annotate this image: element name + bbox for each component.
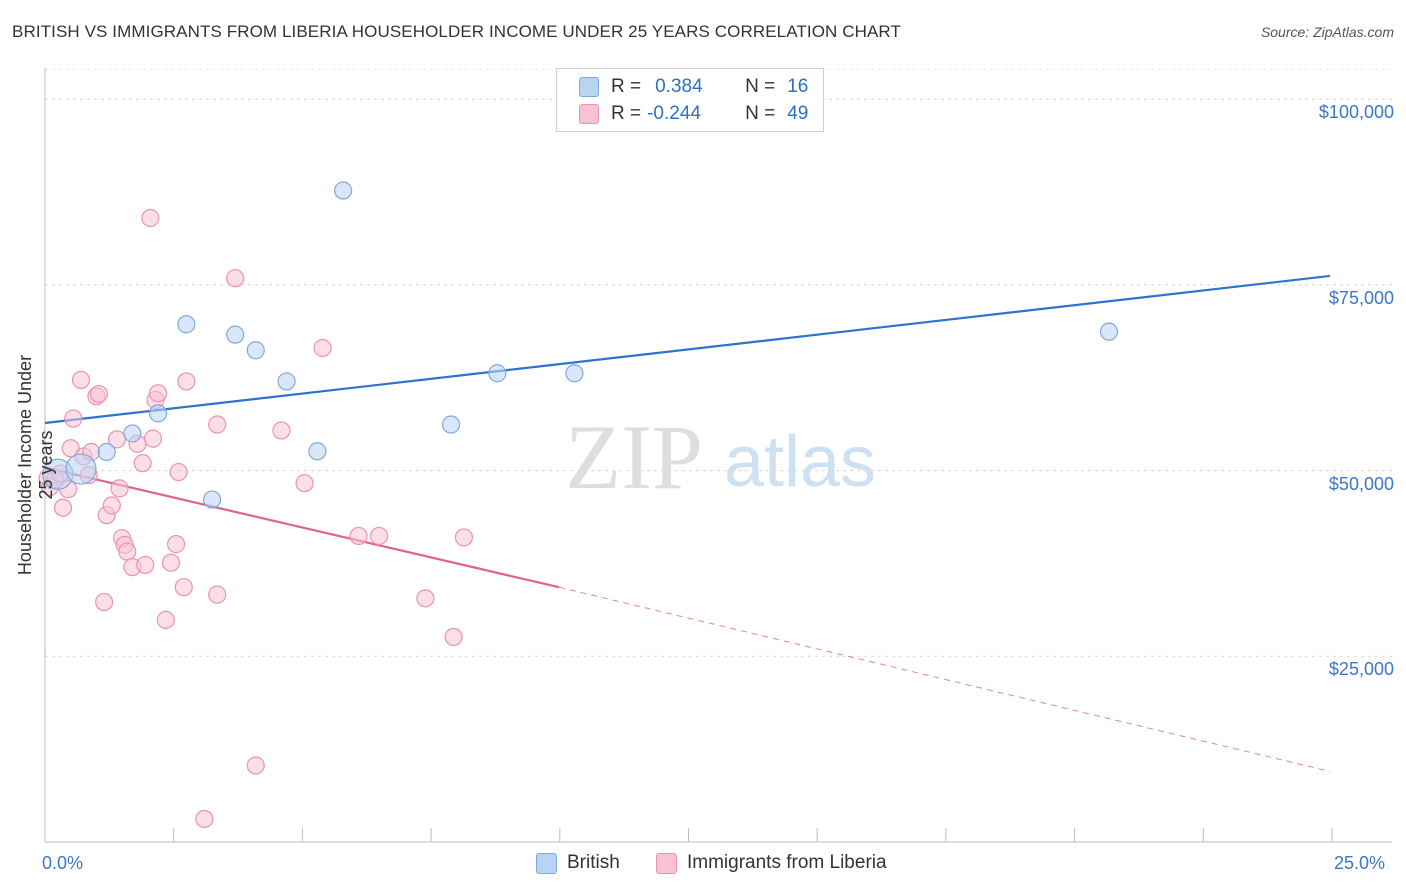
british-point-8 bbox=[246, 341, 265, 360]
british-legend-swatch bbox=[536, 852, 557, 874]
liberia-point-38 bbox=[208, 415, 227, 434]
british-point-1 bbox=[65, 453, 97, 485]
british-r-label: R = bbox=[611, 76, 642, 97]
liberia-trend-line bbox=[44, 466, 560, 589]
chart-title: BRITISH VS IMMIGRANTS FROM LIBERIA HOUSE… bbox=[12, 22, 901, 41]
british-point-14 bbox=[565, 364, 584, 383]
liberia-point-42 bbox=[295, 474, 314, 493]
liberia-point-39 bbox=[226, 269, 245, 288]
british-n-value: 16 bbox=[787, 76, 809, 97]
british-point-11 bbox=[334, 181, 353, 200]
source-credit: Source: ZipAtlas.com bbox=[1260, 24, 1394, 40]
legend-item-british[interactable]: British bbox=[536, 852, 620, 874]
british-point-9 bbox=[277, 372, 296, 391]
liberia-point-32 bbox=[166, 535, 186, 554]
liberia-trend-extension bbox=[558, 586, 1331, 772]
liberia-point-41 bbox=[272, 421, 291, 440]
british-legend-label: British bbox=[567, 852, 620, 873]
liberia-point-18 bbox=[110, 479, 129, 498]
liberia-point-14 bbox=[95, 592, 114, 612]
liberia-point-34 bbox=[174, 578, 193, 597]
liberia-point-46 bbox=[416, 589, 435, 608]
watermark: ZIP atlas bbox=[565, 406, 876, 508]
british-point-7 bbox=[226, 325, 245, 344]
british-swatch bbox=[579, 77, 599, 97]
liberia-point-47 bbox=[444, 627, 463, 647]
liberia-point-37 bbox=[208, 585, 227, 604]
y-tick-label-0: $100,000 bbox=[1318, 102, 1394, 123]
x-tick-label-min: 0.0% bbox=[42, 853, 84, 873]
trend-lines bbox=[44, 274, 1331, 772]
liberia-point-31 bbox=[161, 553, 181, 572]
british-point-13 bbox=[488, 364, 507, 383]
liberia-point-26 bbox=[141, 208, 160, 228]
liberia-point-24 bbox=[133, 454, 152, 473]
gridlines bbox=[45, 68, 1392, 657]
liberia-point-30 bbox=[156, 610, 175, 629]
liberia-point-29 bbox=[148, 384, 168, 403]
liberia-legend-label: Immigrants from Liberia bbox=[687, 852, 887, 873]
british-point-6 bbox=[202, 490, 222, 509]
british-point-3 bbox=[123, 424, 142, 443]
series-legend: British Immigrants from Liberia bbox=[0, 852, 1406, 878]
liberia-r-label: R = bbox=[611, 103, 642, 124]
liberia-n-value: 49 bbox=[787, 103, 809, 124]
stats-legend: R = 0.384 N = 16 R = -0.244 N = 49 bbox=[556, 68, 824, 132]
liberia-point-36 bbox=[195, 809, 214, 829]
british-point-4 bbox=[148, 404, 168, 423]
liberia-point-21 bbox=[118, 542, 137, 561]
liberia-n-label: N = bbox=[745, 103, 776, 124]
liberia-point-17 bbox=[107, 430, 127, 449]
british-point-15 bbox=[1099, 322, 1119, 341]
y-tick-label-2: $50,000 bbox=[1328, 473, 1394, 494]
liberia-r-value: -0.244 bbox=[647, 103, 701, 124]
liberia-point-7 bbox=[64, 409, 83, 428]
liberia-swatch bbox=[579, 104, 599, 124]
liberia-point-43 bbox=[313, 338, 332, 358]
british-trend-line bbox=[44, 274, 1331, 425]
british-point-10 bbox=[308, 442, 327, 461]
liberia-point-44 bbox=[349, 526, 368, 546]
liberia-point-40 bbox=[246, 756, 265, 775]
watermark-zip: ZIP bbox=[565, 406, 703, 508]
legend-row-british: R = 0.384 N = 16 bbox=[579, 75, 808, 99]
liberia-point-27 bbox=[143, 429, 163, 448]
british-n-label: N = bbox=[745, 76, 776, 97]
liberia-point-45 bbox=[370, 526, 389, 546]
liberia-point-13 bbox=[89, 384, 109, 404]
y-tick-label-1: $75,000 bbox=[1328, 287, 1394, 308]
british-point-5 bbox=[177, 315, 196, 334]
y-axis-title: Householder Income Under 25 years bbox=[15, 354, 56, 576]
x-tick-label-max: 25.0% bbox=[1334, 853, 1386, 873]
liberia-point-4 bbox=[53, 498, 73, 517]
y-tick-label-3: $25,000 bbox=[1328, 659, 1394, 680]
liberia-point-16 bbox=[102, 496, 121, 515]
british-points bbox=[42, 181, 1119, 509]
liberia-point-6 bbox=[61, 439, 80, 458]
liberia-point-35 bbox=[177, 372, 196, 391]
liberia-point-33 bbox=[169, 462, 188, 482]
legend-row-liberia: R = -0.244 N = 49 bbox=[579, 102, 808, 126]
liberia-point-8 bbox=[71, 370, 91, 390]
axes bbox=[44, 68, 1392, 843]
liberia-point-25 bbox=[136, 555, 155, 575]
liberia-point-48 bbox=[454, 528, 474, 547]
british-r-value: 0.384 bbox=[655, 76, 703, 97]
watermark-atlas: atlas bbox=[724, 422, 876, 502]
liberia-legend-swatch bbox=[656, 852, 677, 874]
british-point-2 bbox=[97, 442, 116, 462]
liberia-points bbox=[38, 208, 474, 829]
legend-item-liberia[interactable]: Immigrants from Liberia bbox=[656, 852, 887, 874]
british-point-12 bbox=[441, 415, 461, 434]
